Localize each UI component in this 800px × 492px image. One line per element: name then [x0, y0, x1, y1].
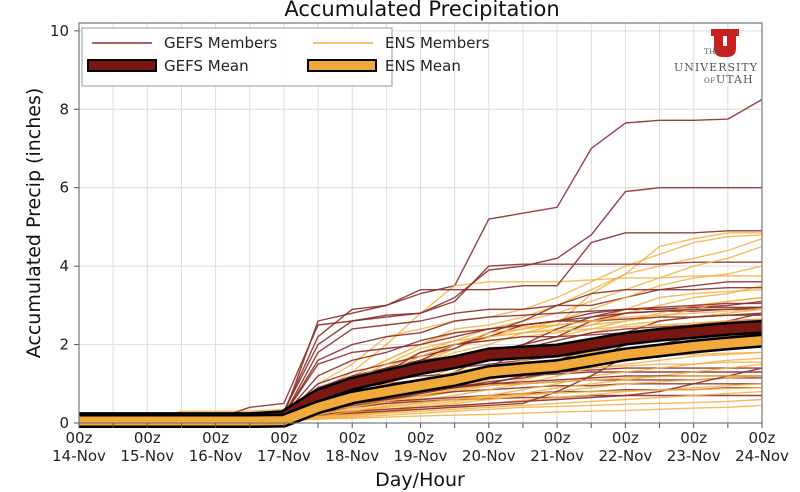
- x-tick-label-hour: 00z: [407, 429, 434, 447]
- legend-box: [81, 27, 393, 87]
- x-tick-label-day: 16-Nov: [189, 447, 243, 465]
- y-tick-label: 8: [59, 100, 69, 118]
- x-tick-label-hour: 00z: [680, 429, 707, 447]
- x-tick-label-day: 22-Nov: [599, 447, 653, 465]
- x-tick-label-day: 19-Nov: [394, 447, 448, 465]
- x-tick-label-hour: 00z: [612, 429, 639, 447]
- y-tick-label: 4: [59, 257, 69, 275]
- x-tick-label-day: 17-Nov: [257, 447, 311, 465]
- x-tick-label-hour: 00z: [134, 429, 161, 447]
- ens-mean-line: [79, 336, 763, 426]
- block-u-icon: [711, 29, 739, 57]
- legend-label-ens-mean: ENS Mean: [385, 57, 461, 75]
- legend: GEFS Members ENS Members GEFS Mean ENS M…: [81, 27, 490, 87]
- logo-text-the: THE: [704, 48, 721, 56]
- x-tick-label-hour: 00z: [202, 429, 229, 447]
- chart-title: Accumulated Precipitation: [284, 0, 559, 21]
- x-tick-label-day: 15-Nov: [120, 447, 174, 465]
- x-tick-label-hour: 00z: [475, 429, 502, 447]
- university-of-utah-logo: THE UNIVERSITY OF UTAH: [674, 29, 758, 86]
- x-tick-label-day: 18-Nov: [325, 447, 379, 465]
- legend-label-ens-members: ENS Members: [385, 34, 490, 52]
- x-tick-label-day: 24-Nov: [735, 447, 789, 465]
- x-tick-label-hour: 00z: [749, 429, 776, 447]
- legend-label-gefs-members: GEFS Members: [164, 34, 277, 52]
- mean-lines: [79, 319, 763, 428]
- x-tick-label-hour: 00z: [270, 429, 297, 447]
- x-tick-label-day: 23-Nov: [667, 447, 721, 465]
- legend-label-gefs-mean: GEFS Mean: [164, 57, 249, 75]
- y-axis-label: Accumulated Precip (inches): [23, 88, 45, 359]
- axis-ticks: 024681000z14-Nov00z15-Nov00z16-Nov00z17-…: [50, 22, 789, 465]
- x-tick-label-hour: 00z: [66, 429, 93, 447]
- x-tick-label-day: 20-Nov: [462, 447, 516, 465]
- x-tick-label-hour: 00z: [339, 429, 366, 447]
- x-tick-label-hour: 00z: [544, 429, 571, 447]
- logo-text-of: OF: [704, 77, 716, 85]
- x-axis-label: Day/Hour: [375, 469, 465, 491]
- x-tick-label-day: 14-Nov: [52, 447, 106, 465]
- y-tick-label: 0: [59, 414, 69, 432]
- legend-swatch-ens-mean: [307, 59, 377, 72]
- legend-swatch-gefs-mean: [87, 59, 157, 72]
- y-tick-label: 6: [59, 179, 69, 197]
- logo-text-university: UNIVERSITY: [674, 61, 758, 74]
- y-tick-label: 2: [59, 336, 69, 354]
- y-tick-label: 10: [50, 22, 69, 40]
- logo-text-utah: UTAH: [716, 73, 754, 86]
- x-tick-label-day: 21-Nov: [530, 447, 584, 465]
